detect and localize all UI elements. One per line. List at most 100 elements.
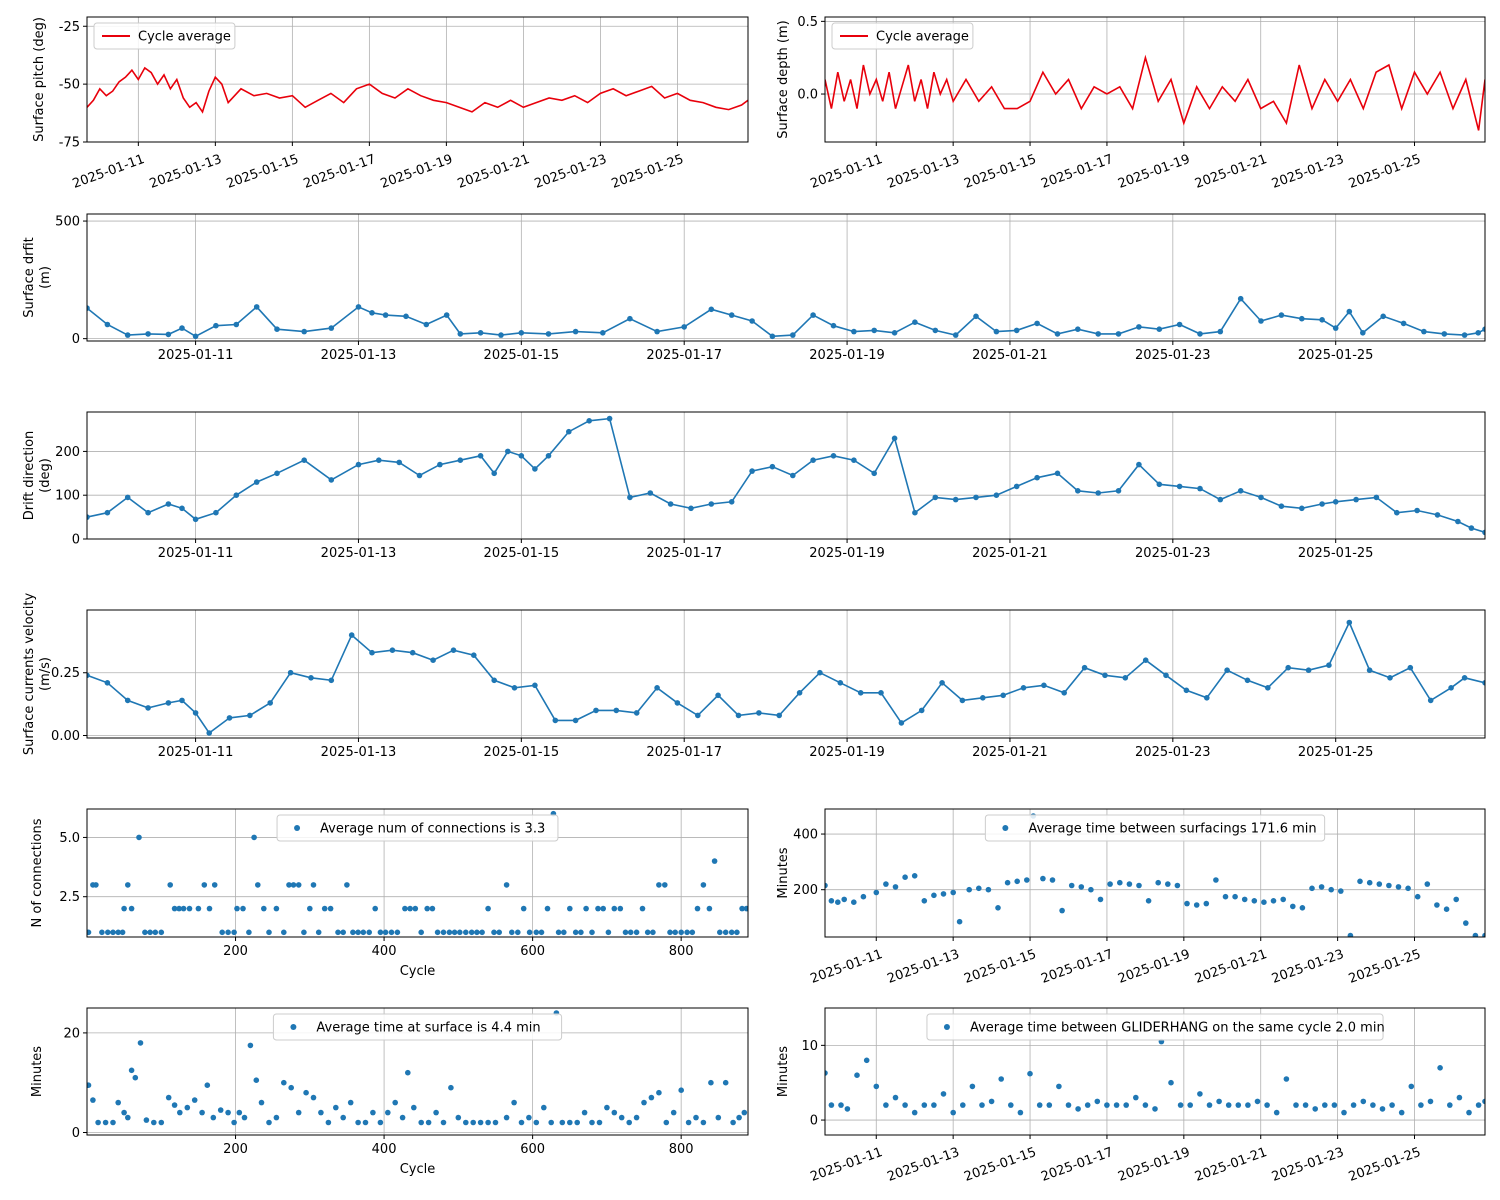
- data-point: [231, 929, 237, 936]
- data-point: [1235, 1102, 1242, 1108]
- x-tick-label: 2025-01-15: [484, 348, 560, 363]
- data-point: [87, 672, 90, 679]
- data-point: [626, 1119, 632, 1126]
- data-point: [1482, 326, 1485, 332]
- data-point: [932, 494, 939, 501]
- data-point: [647, 490, 654, 496]
- data-point: [756, 710, 762, 716]
- data-point: [179, 697, 185, 704]
- data-point: [1034, 320, 1040, 327]
- data-point: [1095, 490, 1101, 496]
- data-point: [145, 509, 151, 516]
- data-point: [355, 1119, 361, 1126]
- data-point: [344, 882, 350, 888]
- data-point: [394, 929, 401, 936]
- data-point: [1163, 672, 1169, 679]
- data-point: [633, 929, 640, 936]
- data-point: [518, 1119, 525, 1126]
- series-velocity-0: [87, 619, 1485, 736]
- data-point: [340, 929, 347, 936]
- data-point: [1046, 1102, 1053, 1108]
- data-point: [1013, 327, 1020, 334]
- data-point: [1004, 879, 1011, 886]
- data-point: [851, 328, 857, 335]
- x-tick-label: 2025-01-17: [646, 546, 722, 561]
- data-point: [921, 1102, 928, 1108]
- x-tick-label: 400: [372, 944, 397, 959]
- data-point: [1183, 687, 1190, 694]
- data-point: [1441, 331, 1448, 337]
- y-axis-label: Minutes: [776, 1046, 791, 1097]
- data-point: [1302, 1102, 1309, 1108]
- data-point: [446, 929, 453, 936]
- data-point: [627, 315, 633, 322]
- data-point: [176, 905, 182, 912]
- y-tick-label: 400: [793, 828, 818, 843]
- series-direction-0: [87, 415, 1485, 536]
- data-point: [1102, 672, 1108, 679]
- y-tick-label: 200: [793, 883, 818, 898]
- data-point: [369, 310, 375, 316]
- data-point: [1400, 320, 1407, 327]
- data-point: [979, 1102, 985, 1108]
- data-point: [192, 710, 199, 716]
- data-point: [184, 1104, 191, 1111]
- y-tick-label: 200: [55, 445, 80, 460]
- data-point: [708, 306, 715, 313]
- x-tick-label: 2025-01-11: [71, 152, 147, 192]
- data-point: [891, 330, 898, 336]
- data-point: [308, 675, 314, 681]
- data-point: [684, 929, 690, 936]
- data-point: [429, 905, 436, 912]
- x-tick-label: 2025-01-23: [1270, 1145, 1346, 1185]
- data-point: [1258, 494, 1264, 501]
- y-axis-label: Surface depth (m): [776, 20, 791, 138]
- data-point: [1008, 1102, 1014, 1108]
- data-point: [959, 697, 966, 704]
- data-point: [389, 647, 396, 653]
- data-point: [440, 929, 447, 936]
- x-tick-label: 2025-01-11: [158, 348, 234, 363]
- data-point: [648, 1094, 655, 1101]
- data-point: [851, 457, 857, 464]
- data-point: [694, 905, 701, 912]
- data-point: [1000, 692, 1006, 699]
- data-point: [993, 492, 1000, 499]
- data-point: [471, 652, 477, 658]
- x-tick-label: 2025-01-17: [1039, 1145, 1115, 1185]
- x-tick-label: 2025-01-15: [484, 745, 560, 760]
- data-point: [952, 496, 959, 503]
- data-point: [430, 657, 436, 663]
- data-point: [1078, 884, 1085, 890]
- data-point: [1482, 529, 1485, 536]
- data-point: [423, 321, 430, 328]
- data-point: [1453, 896, 1459, 903]
- data-point: [1434, 512, 1441, 518]
- data-point: [1142, 1102, 1149, 1108]
- data-point: [1097, 896, 1104, 903]
- data-point: [1213, 877, 1219, 883]
- data-point: [515, 929, 521, 936]
- data-point: [1346, 619, 1353, 626]
- x-tick-label: 2025-01-23: [1270, 152, 1346, 192]
- data-point: [1328, 886, 1334, 893]
- data-point: [728, 312, 735, 318]
- data-point: [931, 1102, 937, 1108]
- data-point: [325, 1119, 332, 1126]
- x-tick-label: 2025-01-21: [1193, 947, 1269, 987]
- data-point: [611, 905, 618, 912]
- data-point: [1197, 485, 1203, 492]
- data-point: [273, 1114, 280, 1121]
- data-point: [1040, 875, 1046, 882]
- data-point: [1319, 317, 1325, 323]
- data-point: [1472, 932, 1479, 937]
- y-axis-label: Surface drfit: [22, 237, 37, 318]
- data-point: [600, 905, 606, 912]
- data-point: [1122, 675, 1129, 681]
- data-point: [596, 1119, 603, 1126]
- data-point: [911, 1109, 918, 1116]
- data-point: [572, 929, 579, 936]
- data-point: [115, 929, 121, 936]
- data-point: [468, 929, 475, 936]
- series-gliderhang-0: [825, 1038, 1485, 1116]
